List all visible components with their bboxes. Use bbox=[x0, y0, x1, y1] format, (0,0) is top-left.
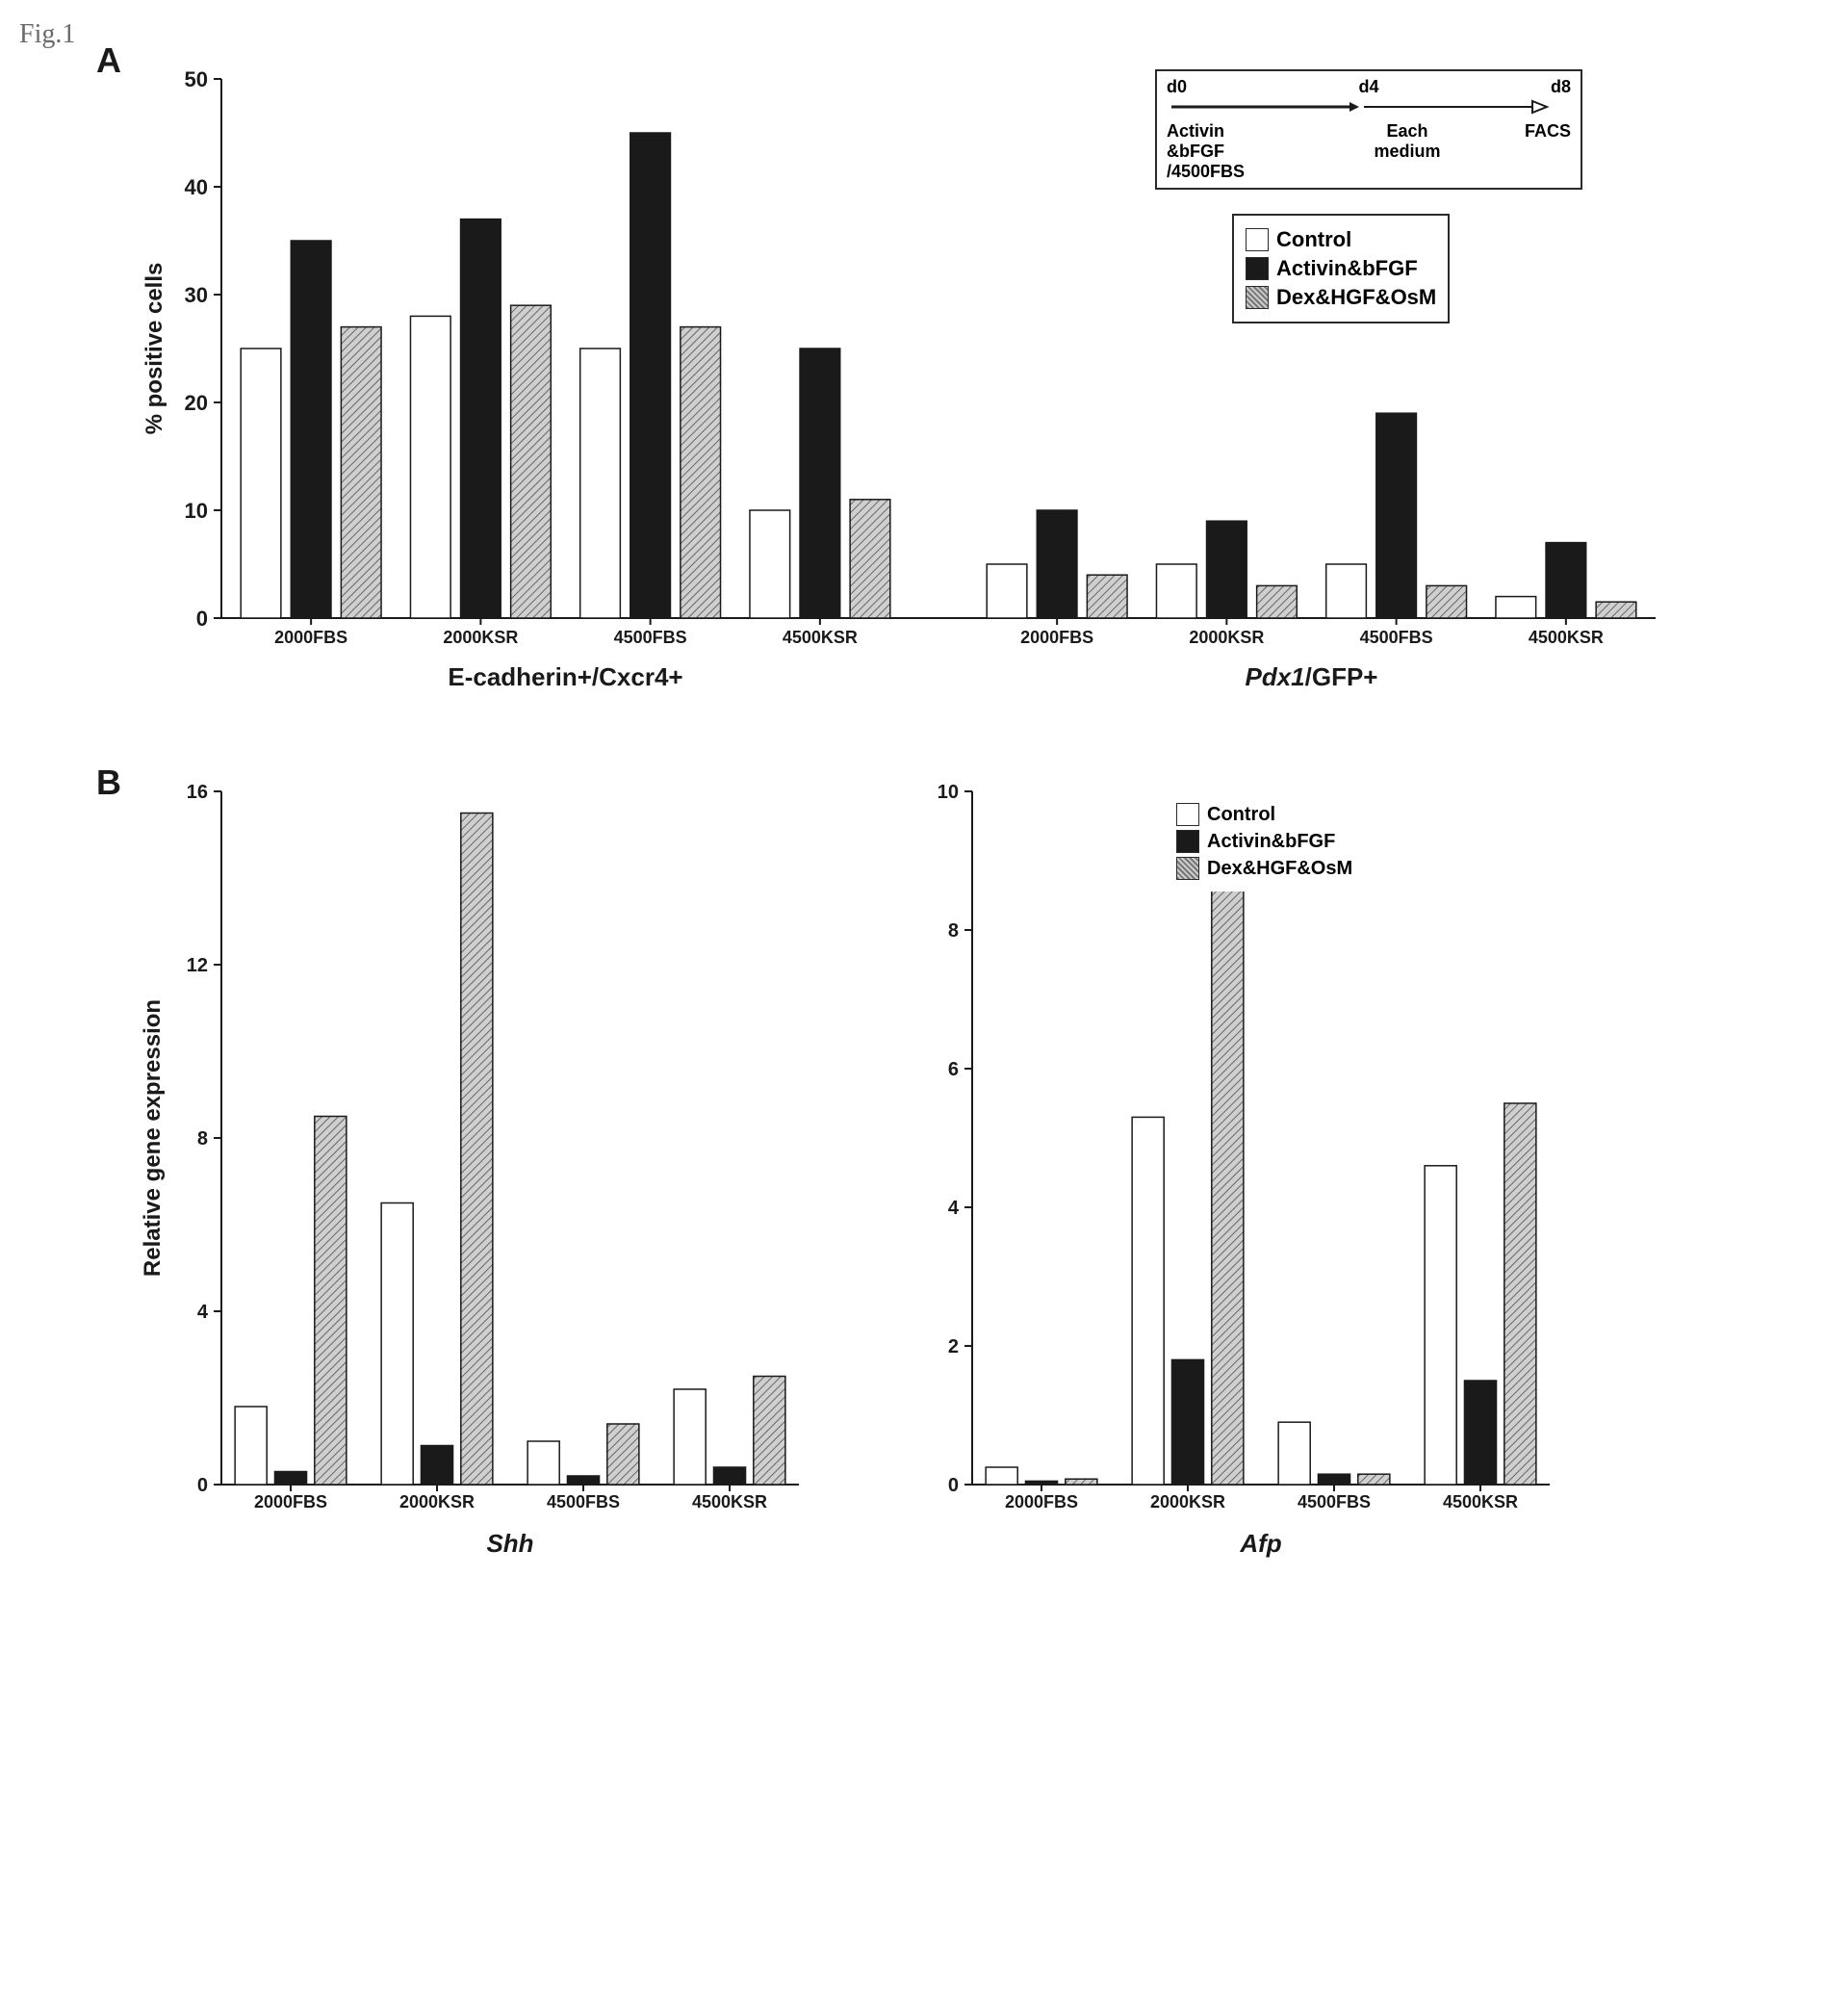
svg-text:0: 0 bbox=[196, 607, 208, 631]
svg-text:6: 6 bbox=[948, 1059, 959, 1080]
timeline-arrows-icon bbox=[1167, 97, 1552, 116]
svg-text:0: 0 bbox=[948, 1475, 959, 1496]
svg-text:0: 0 bbox=[197, 1475, 208, 1496]
svg-text:10: 10 bbox=[185, 499, 208, 523]
panel-a-letter: A bbox=[96, 40, 121, 81]
chart-shh: 0 4 8 12 16 Relative gene expression 2000FBS 20… bbox=[135, 772, 809, 1600]
d8-label: d8 bbox=[1551, 77, 1571, 97]
legend-control-label: Control bbox=[1276, 227, 1351, 252]
svg-text:2000KSR: 2000KSR bbox=[1189, 628, 1264, 647]
svg-text:Afp: Afp bbox=[1239, 1529, 1281, 1558]
legend-b-dex-label: Dex&HGF&OsM bbox=[1207, 858, 1352, 880]
panel-a: A 01020304050% positive cells2000FBS2000… bbox=[135, 60, 1825, 734]
svg-text:2: 2 bbox=[948, 1336, 959, 1357]
legend-b-control: Control bbox=[1176, 803, 1352, 826]
svg-text:4500FBS: 4500FBS bbox=[547, 1492, 620, 1512]
svg-text:4: 4 bbox=[948, 1198, 960, 1219]
chart-afp: 0 2 4 6 8 10 2000FBS 2000KSR 4500FBS 4500KSR Afp bbox=[886, 772, 1559, 1600]
legend-b-activin-label: Activin&bFGF bbox=[1207, 831, 1335, 853]
svg-text:2000FBS: 2000FBS bbox=[274, 628, 347, 647]
diagram-facs: FACS bbox=[1504, 121, 1571, 142]
svg-text:Pdx1/GFP+: Pdx1/GFP+ bbox=[1245, 662, 1377, 691]
svg-text:% positive cells: % positive cells bbox=[141, 263, 167, 435]
swatch-dex-icon bbox=[1246, 286, 1269, 309]
d0-label: d0 bbox=[1167, 77, 1187, 97]
legend-activin-label: Activin&bFGF bbox=[1276, 256, 1418, 281]
svg-text:4500KSR: 4500KSR bbox=[1443, 1492, 1518, 1512]
svg-text:2000FBS: 2000FBS bbox=[254, 1492, 327, 1512]
svg-text:20: 20 bbox=[185, 391, 208, 415]
legend-dex-label: Dex&HGF&OsM bbox=[1276, 285, 1436, 310]
panel-a-legend: Control Activin&bFGF Dex&HGF&OsM bbox=[1232, 214, 1450, 323]
swatch-control-icon bbox=[1246, 228, 1269, 251]
svg-text:2000FBS: 2000FBS bbox=[1020, 628, 1093, 647]
legend-b-control-label: Control bbox=[1207, 804, 1275, 826]
svg-text:E-cadherin+/Cxcr4+: E-cadherin+/Cxcr4+ bbox=[448, 662, 682, 691]
svg-text:2000KSR: 2000KSR bbox=[443, 628, 518, 647]
swatch-activin-icon bbox=[1246, 257, 1269, 280]
legend-b-dex: Dex&HGF&OsM bbox=[1176, 857, 1352, 880]
svg-text:4500KSR: 4500KSR bbox=[1529, 628, 1604, 647]
svg-text:50: 50 bbox=[185, 67, 208, 91]
diagram-activin: Activin bbox=[1167, 121, 1311, 142]
svg-text:4500FBS: 4500FBS bbox=[614, 628, 687, 647]
svg-text:30: 30 bbox=[185, 283, 208, 307]
svg-text:16: 16 bbox=[187, 782, 208, 803]
diagram-bfgf: &bFGF bbox=[1167, 142, 1311, 162]
svg-text:2000FBS: 2000FBS bbox=[1005, 1492, 1078, 1512]
svg-text:12: 12 bbox=[187, 955, 208, 976]
panel-b-legend: Control Activin&bFGF Dex&HGF&OsM bbox=[1165, 791, 1364, 892]
svg-text:8: 8 bbox=[197, 1128, 208, 1150]
diagram-4500fbs: /4500FBS bbox=[1167, 162, 1311, 182]
diagram-each: Each bbox=[1349, 121, 1465, 142]
svg-text:Shh: Shh bbox=[486, 1529, 533, 1558]
svg-text:8: 8 bbox=[948, 920, 959, 942]
svg-text:4: 4 bbox=[197, 1302, 209, 1323]
d4-label: d4 bbox=[1358, 77, 1378, 97]
panel-b-letter: B bbox=[96, 762, 121, 803]
swatch-b-activin-icon bbox=[1176, 830, 1199, 853]
svg-text:2000KSR: 2000KSR bbox=[399, 1492, 475, 1512]
svg-text:40: 40 bbox=[185, 175, 208, 199]
legend-b-activin: Activin&bFGF bbox=[1176, 830, 1352, 853]
legend-item-control: Control bbox=[1246, 227, 1436, 252]
figure-label: Fig.1 bbox=[19, 19, 1825, 50]
panel-b: B 0481216Relative gene expression2000FBS… bbox=[135, 772, 1825, 1600]
legend-item-activin: Activin&bFGF bbox=[1246, 256, 1436, 281]
timeline-diagram: d0 d4 d8 Activin &bFGF /4500FBS Each med… bbox=[1155, 69, 1582, 190]
svg-text:2000KSR: 2000KSR bbox=[1150, 1492, 1225, 1512]
diagram-medium: medium bbox=[1349, 142, 1465, 162]
legend-item-dex: Dex&HGF&OsM bbox=[1246, 285, 1436, 310]
svg-text:4500FBS: 4500FBS bbox=[1298, 1492, 1371, 1512]
svg-text:4500KSR: 4500KSR bbox=[783, 628, 858, 647]
svg-text:4500KSR: 4500KSR bbox=[692, 1492, 767, 1512]
svg-text:10: 10 bbox=[938, 782, 959, 803]
swatch-b-dex-icon bbox=[1176, 857, 1199, 880]
svg-text:4500FBS: 4500FBS bbox=[1360, 628, 1433, 647]
svg-text:Relative gene expression: Relative gene expression bbox=[140, 999, 166, 1277]
swatch-b-control-icon bbox=[1176, 803, 1199, 826]
